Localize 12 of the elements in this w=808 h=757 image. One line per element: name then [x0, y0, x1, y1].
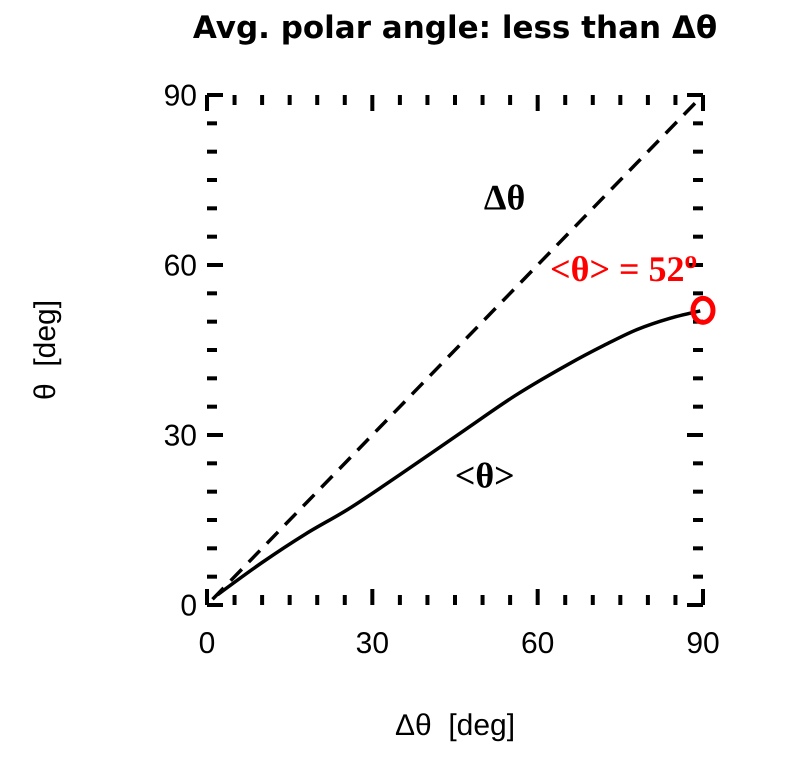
x-tick-label: 30: [356, 627, 390, 660]
chart-title: Avg. polar angle: less than Δθ: [192, 10, 718, 46]
y-tick-label: 60: [164, 250, 197, 282]
y-axis-title: θ [deg]: [29, 300, 62, 400]
y-tick-label: 0: [180, 590, 197, 622]
y-tick-label: 30: [164, 420, 197, 452]
x-tick-label: 60: [520, 627, 554, 660]
y-tick-label: 90: [164, 80, 197, 112]
annotation: <θ>: [454, 456, 515, 496]
annotation: Δθ: [484, 178, 526, 218]
x-axis-title: Δθ [deg]: [394, 709, 516, 742]
x-tick-label: 90: [686, 627, 720, 660]
